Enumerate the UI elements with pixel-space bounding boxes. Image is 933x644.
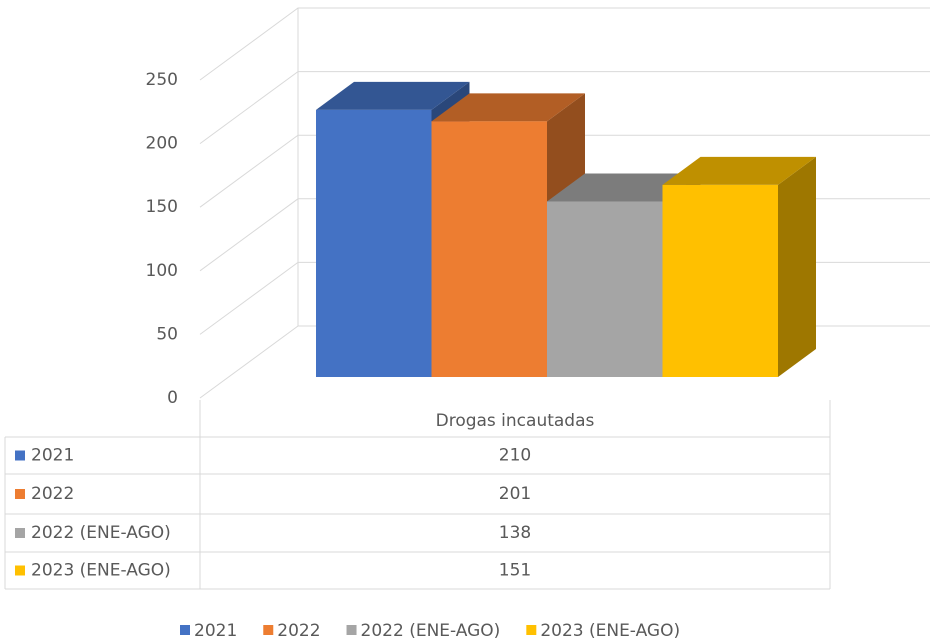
bar xyxy=(316,109,432,377)
bar xyxy=(547,201,663,377)
y-tick-label: 150 xyxy=(146,197,178,217)
table-value: 138 xyxy=(499,523,531,543)
table-key xyxy=(15,528,25,538)
legend-label: 2022 xyxy=(277,621,320,641)
bar xyxy=(431,121,547,377)
table-row-label: 2023 (ENE-AGO) xyxy=(31,561,171,581)
bar-side xyxy=(778,156,816,377)
legend-label: 2023 (ENE-AGO) xyxy=(540,621,680,641)
legend-swatch xyxy=(263,625,274,635)
y-tick-label: 200 xyxy=(146,134,178,154)
legend-swatch xyxy=(180,625,190,635)
table-row-label: 2022 (ENE-AGO) xyxy=(31,523,171,543)
y-tick-label: 0 xyxy=(167,388,178,408)
table-row-label: 2022 xyxy=(31,484,74,504)
bar-top xyxy=(431,93,585,122)
legend-swatch xyxy=(526,625,537,635)
legend-swatch xyxy=(346,625,357,635)
bar-top xyxy=(662,156,816,185)
legend-label: 2022 (ENE-AGO) xyxy=(361,621,501,641)
table-value: 151 xyxy=(499,561,531,581)
bar-top xyxy=(547,173,701,202)
bar xyxy=(662,184,778,377)
bar-top xyxy=(316,81,470,110)
table-value: 201 xyxy=(499,484,531,504)
table-header: Drogas incautadas xyxy=(436,411,595,431)
table-row-label: 2021 xyxy=(31,446,74,466)
table-key xyxy=(15,565,25,576)
grid-line xyxy=(199,7,930,81)
table-key xyxy=(15,450,25,461)
legend-label: 2021 xyxy=(194,621,237,641)
y-tick-label: 250 xyxy=(146,70,178,90)
table-value: 210 xyxy=(499,446,531,466)
y-tick-label: 100 xyxy=(146,261,178,281)
y-tick-label: 50 xyxy=(156,324,178,344)
table-key xyxy=(15,489,25,499)
